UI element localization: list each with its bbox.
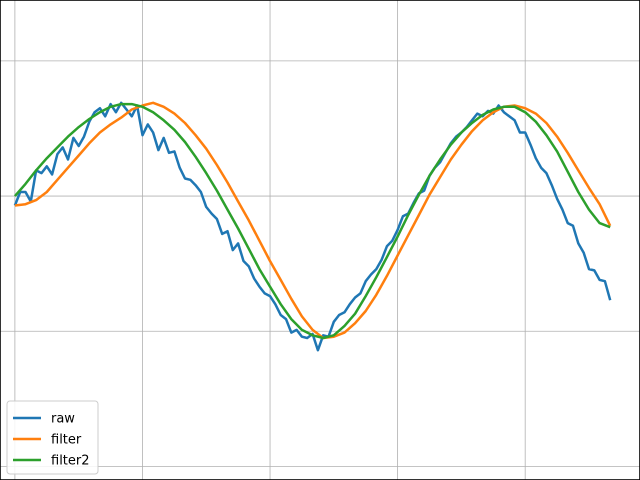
series-group <box>13 101 612 352</box>
legend-label-filter: filter <box>51 433 82 448</box>
legend-label-filter2: filter2 <box>51 454 90 469</box>
legend-label-raw: raw <box>51 412 75 427</box>
series-line-filter2 <box>13 102 611 340</box>
legend: raw filter filter2 <box>6 400 99 475</box>
